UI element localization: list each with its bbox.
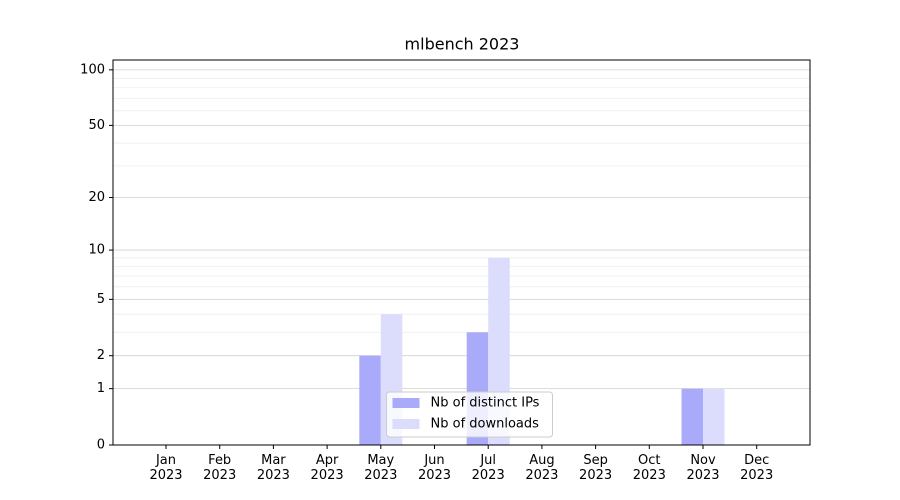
legend: Nb of distinct IPs Nb of downloads	[386, 391, 553, 438]
x-tick-label: Feb 2023	[203, 453, 237, 483]
y-tick-label: 2	[97, 348, 105, 363]
legend-box	[386, 391, 553, 438]
x-tick-label: Sep 2023	[579, 453, 613, 483]
x-tick-label: Dec 2023	[740, 453, 774, 483]
legend-swatch	[392, 419, 420, 429]
bar	[359, 355, 381, 445]
y-tick-label: 1	[97, 381, 105, 396]
x-tick-label: Jul 2023	[471, 453, 505, 483]
chart-title: mlbench 2023	[405, 35, 520, 54]
legend-label: Nb of distinct IPs	[431, 396, 540, 411]
legend-swatch	[392, 398, 420, 408]
legend-label: Nb of downloads	[431, 417, 540, 432]
bar	[681, 388, 703, 445]
y-tick-label: 50	[88, 118, 105, 133]
y-tick-label: 5	[97, 292, 105, 307]
x-tick-label: Apr 2023	[310, 453, 344, 483]
x-tick-label: Nov 2023	[686, 453, 720, 483]
x-tick-label: Mar 2023	[256, 453, 290, 483]
y-tick-label: 100	[80, 62, 105, 77]
x-tick-label: Oct 2023	[632, 453, 666, 483]
x-tick-label: May 2023	[364, 453, 398, 483]
x-tick-label: Jan 2023	[149, 453, 183, 483]
y-tick-label: 0	[97, 438, 105, 453]
y-tick-label: 20	[88, 190, 105, 205]
plot-frame	[112, 59, 811, 446]
x-tick-label: Aug 2023	[525, 453, 559, 483]
x-tick-label: Jun 2023	[417, 453, 452, 483]
y-tick-label: 10	[88, 243, 105, 258]
bar	[703, 388, 725, 445]
